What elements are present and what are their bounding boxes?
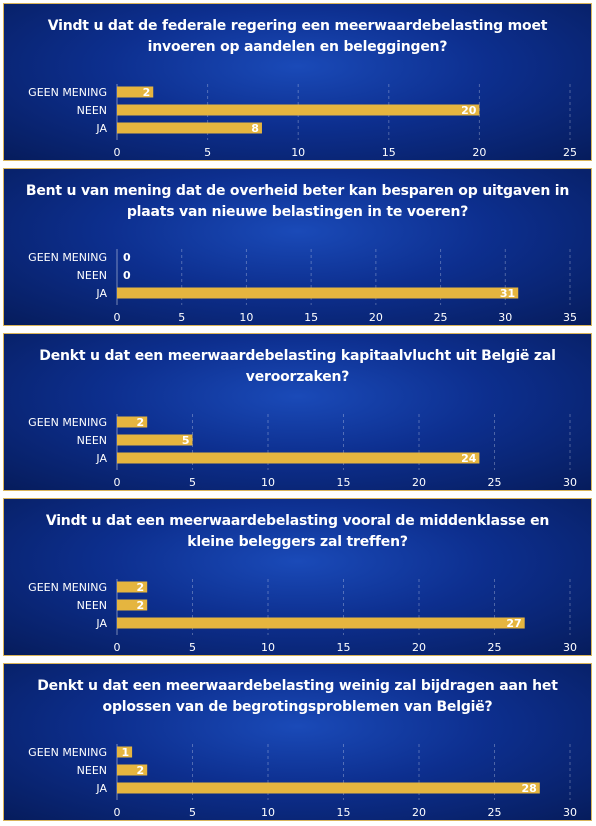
bar <box>117 581 148 593</box>
data-label: 5 <box>182 434 190 447</box>
category-label: NEEN <box>77 269 107 282</box>
tick-label: 30 <box>563 641 577 654</box>
data-label: 2 <box>143 86 151 99</box>
data-label: 0 <box>123 251 131 264</box>
tick-label: 0 <box>114 641 121 654</box>
bar-chart: 0 5 10 15 20 25 30 GEEN MENING 2 NEEN 5 JA 24 <box>28 414 577 489</box>
tick-label: 0 <box>114 146 121 159</box>
chart-title: Vindt u dat de federale regering een mee… <box>47 18 548 55</box>
tick-label: 0 <box>114 311 121 324</box>
tick-label: 15 <box>382 146 396 159</box>
tick-label: 20 <box>412 476 426 489</box>
bar <box>117 122 262 134</box>
tick-label: 20 <box>412 641 426 654</box>
bar <box>117 434 193 446</box>
data-label: 28 <box>521 782 536 795</box>
data-label: 24 <box>461 452 477 465</box>
category-label: JA <box>95 287 107 300</box>
tick-label: 10 <box>261 476 275 489</box>
category-label: JA <box>95 122 107 135</box>
tick-label: 5 <box>204 146 211 159</box>
tick-label: 15 <box>304 311 318 324</box>
bar-chart: 0 5 10 15 20 25 30 GEEN MENING 1 NEEN 2 JA 28 <box>28 744 577 819</box>
category-label: GEEN MENING <box>28 86 107 99</box>
category-label: JA <box>95 782 107 795</box>
bar-chart: 0 5 10 15 20 25 GEEN MENING 2 NEEN 20 JA 8 <box>28 84 577 159</box>
bar-chart: 0 5 10 15 20 25 30 GEEN MENING 2 NEEN 2 JA 27 <box>28 579 577 654</box>
tick-label: 15 <box>337 806 351 819</box>
data-label: 2 <box>137 599 145 612</box>
category-label: JA <box>95 617 107 630</box>
chart-panel-3: Denkt u dat een meerwaardebelasting kapi… <box>3 333 592 491</box>
tick-label: 10 <box>239 311 253 324</box>
category-label: NEEN <box>77 434 107 447</box>
data-label: 2 <box>137 764 145 777</box>
data-label: 2 <box>137 416 145 429</box>
data-label: 2 <box>137 581 145 594</box>
tick-label: 0 <box>114 806 121 819</box>
chart-panel-4: Vindt u dat een meerwaardebelasting voor… <box>3 498 592 656</box>
tick-label: 5 <box>189 806 196 819</box>
tick-label: 30 <box>563 806 577 819</box>
tick-label: 25 <box>488 806 502 819</box>
tick-label: 15 <box>337 641 351 654</box>
tick-label: 0 <box>114 476 121 489</box>
bar <box>117 746 133 758</box>
data-label: 27 <box>506 617 521 630</box>
category-label: JA <box>95 452 107 465</box>
tick-label: 30 <box>498 311 512 324</box>
category-label: NEEN <box>77 764 107 777</box>
tick-label: 20 <box>412 806 426 819</box>
tick-label: 35 <box>563 311 577 324</box>
tick-label: 25 <box>434 311 448 324</box>
chart-title: Vindt u dat een meerwaardebelasting voor… <box>45 513 550 550</box>
data-label: 1 <box>121 746 129 759</box>
data-label: 31 <box>500 287 515 300</box>
bar <box>117 452 480 464</box>
chart-title: Denkt u dat een meerwaardebelasting kapi… <box>39 348 556 385</box>
tick-label: 5 <box>189 641 196 654</box>
tick-label: 5 <box>189 476 196 489</box>
chart-panel-1: Vindt u dat de federale regering een mee… <box>3 3 592 161</box>
category-label: NEEN <box>77 599 107 612</box>
category-label: GEEN MENING <box>28 746 107 759</box>
tick-label: 20 <box>472 146 486 159</box>
category-label: GEEN MENING <box>28 581 107 594</box>
bar <box>117 599 148 611</box>
bar <box>117 416 148 428</box>
tick-label: 25 <box>563 146 577 159</box>
tick-label: 20 <box>369 311 383 324</box>
tick-label: 25 <box>488 641 502 654</box>
tick-label: 10 <box>291 146 305 159</box>
category-label: NEEN <box>77 104 107 117</box>
tick-label: 5 <box>178 311 185 324</box>
chart-title: Denkt u dat een meerwaardebelasting wein… <box>37 678 558 715</box>
data-label: 20 <box>461 104 477 117</box>
bar <box>117 764 148 776</box>
chart-panel-2: Bent u van mening dat de overheid beter … <box>3 168 592 326</box>
category-label: GEEN MENING <box>28 251 107 264</box>
data-label: 0 <box>123 269 131 282</box>
category-label: GEEN MENING <box>28 416 107 429</box>
chart-panel-5: Denkt u dat een meerwaardebelasting wein… <box>3 663 592 821</box>
bar-chart: 0 5 10 15 20 25 30 35 GEEN MENING 0 NEEN 0 JA 31 <box>28 249 577 324</box>
tick-label: 25 <box>488 476 502 489</box>
bar <box>117 782 540 794</box>
tick-label: 10 <box>261 641 275 654</box>
data-label: 8 <box>251 122 259 135</box>
tick-label: 30 <box>563 476 577 489</box>
bar <box>117 617 525 629</box>
bar <box>117 86 154 98</box>
tick-label: 10 <box>261 806 275 819</box>
chart-title: Bent u van mening dat de overheid beter … <box>25 183 570 220</box>
tick-label: 15 <box>337 476 351 489</box>
bar <box>117 287 519 299</box>
bar <box>117 104 480 116</box>
